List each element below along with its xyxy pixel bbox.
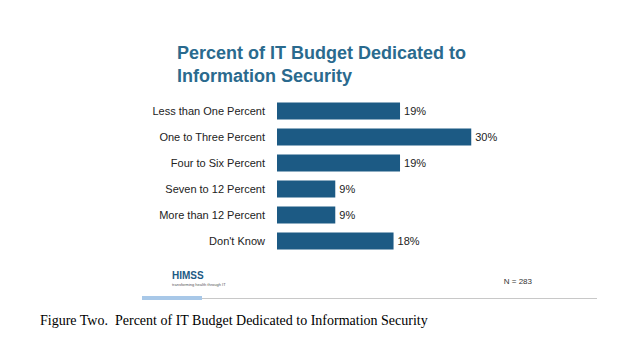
svg-text:N = 283: N = 283	[504, 277, 533, 286]
svg-text:Percent of IT Budget Dedicated: Percent of IT Budget Dedicated to	[177, 43, 471, 63]
svg-text:HIMSS: HIMSS	[172, 270, 204, 281]
svg-text:Figure Two. Percent of IT Bud: Figure Two. Percent of IT Budget Dedicat…	[40, 313, 428, 328]
svg-text:Less than One Percent: Less than One Percent	[152, 105, 265, 117]
svg-text:Seven to 12 Percent: Seven to 12 Percent	[165, 183, 265, 195]
svg-text:Four to Six Percent: Four to Six Percent	[171, 157, 265, 169]
svg-text:Information Security: Information Security	[177, 66, 352, 86]
svg-text:9%: 9%	[339, 183, 355, 195]
svg-text:30%: 30%	[475, 131, 497, 143]
svg-text:transforming health through IT: transforming health through IT	[172, 282, 226, 287]
svg-text:19%: 19%	[404, 105, 426, 117]
svg-text:Don't Know: Don't Know	[209, 235, 265, 247]
svg-text:19%: 19%	[404, 157, 426, 169]
svg-text:9%: 9%	[339, 209, 355, 221]
svg-text:One to Three Percent: One to Three Percent	[159, 131, 265, 143]
svg-text:More than 12 Percent: More than 12 Percent	[159, 209, 265, 221]
svg-text:18%: 18%	[398, 235, 420, 247]
